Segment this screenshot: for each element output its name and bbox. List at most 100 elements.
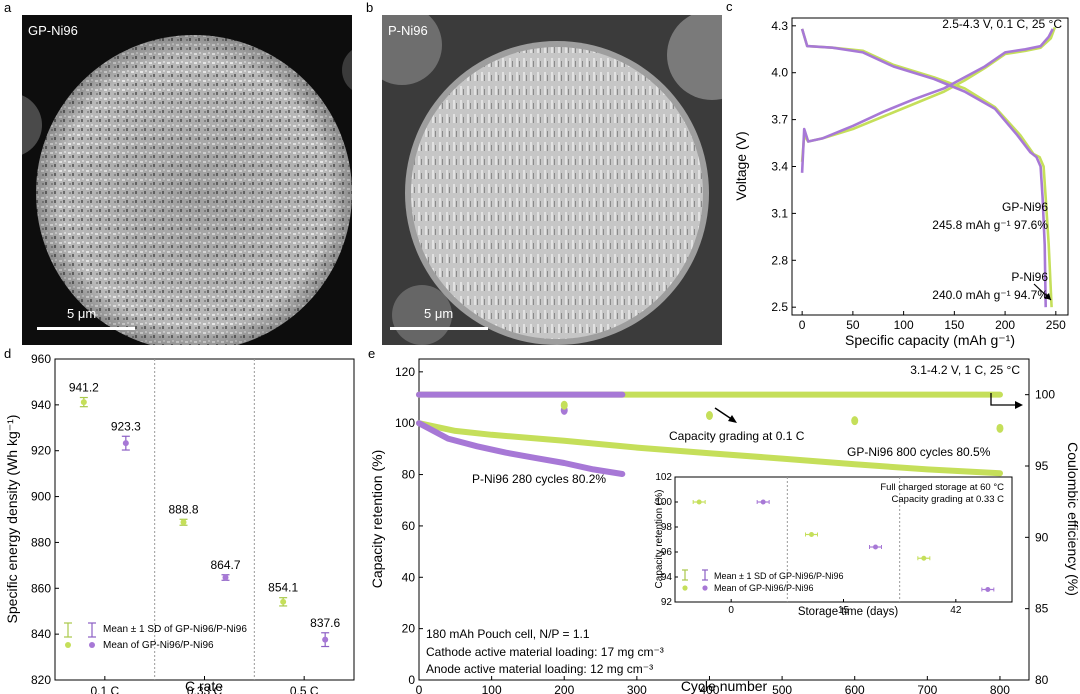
x-tick-label-d: 0.33 C xyxy=(187,684,223,694)
y-tick-label-e: 80 xyxy=(402,468,416,482)
energy-density-chart: d 820 840 860 880 900 920 940 960 0.1 C 0.33 C 0.5… xyxy=(4,346,355,694)
panel-b: b P-Ni96 5 μm xyxy=(362,0,722,345)
micrograph-gp-ni96-image xyxy=(22,15,352,345)
inset-data-point xyxy=(760,499,766,505)
y-tick-label-c: 2.8 xyxy=(771,253,788,267)
x-tick-label-d: 0.1 C xyxy=(90,684,119,694)
inset-data-point xyxy=(809,532,814,537)
p-ni96-discharge-curve xyxy=(800,28,1047,308)
micrograph-gp-ni96: GP-Ni96 5 μm xyxy=(22,15,352,345)
inset-y-tick-label: 102 xyxy=(655,472,672,483)
x-tick-label-c: 150 xyxy=(944,318,964,332)
data-point-d xyxy=(322,636,329,643)
micrograph-p-ni96-image xyxy=(382,15,722,345)
p-ni96-charge-curve xyxy=(800,28,1054,173)
annotation-p-ni96-e: P-Ni96 280 cycles 80.2% xyxy=(472,472,606,486)
data-label-d: 854.1 xyxy=(268,581,298,595)
storage-inset: 92 94 96 98 100 102 0 15 42 Full charged storage… xyxy=(654,472,1013,618)
panel-letter-a: a xyxy=(4,0,12,15)
y2-axis-title-e: Coulombic efficiency (%) xyxy=(1065,442,1080,596)
legend-d-sd: Mean ± 1 SD of GP-Ni96/P-Ni96 xyxy=(103,624,247,635)
inset-x-tick-label: 15 xyxy=(838,605,850,616)
y2-tick-label-e: 80 xyxy=(1035,673,1049,687)
y-tick-label-c: 4.0 xyxy=(771,66,788,80)
legend-inset-sd: Mean ± 1 SD of GP-Ni96/P-Ni96 xyxy=(714,571,844,581)
x-tick-label-e: 700 xyxy=(917,683,937,694)
micrograph-label-gp-ni96: GP-Ni96 xyxy=(28,23,78,38)
y-tick-label-e: 0 xyxy=(408,673,415,687)
x-tick-label-c: 250 xyxy=(1046,318,1066,332)
data-label-d: 864.7 xyxy=(210,558,240,572)
grading-point xyxy=(996,423,1004,433)
legend-inset-mean: Mean of GP-Ni96/P-Ni96 xyxy=(714,583,814,593)
y-tick-label-d: 900 xyxy=(31,490,51,504)
cycling-chart: e 0 100 200 300 400 500 600 700 8000204060801001… xyxy=(368,346,1080,694)
inset-data-point xyxy=(696,499,702,505)
inset-frame xyxy=(674,476,1013,603)
x-axis-title-d: C rate xyxy=(185,678,223,694)
data-point-d xyxy=(180,519,187,526)
data-point-d xyxy=(222,574,229,581)
x-tick-label-e: 600 xyxy=(845,683,865,694)
gp-ni96-discharge-curve xyxy=(800,28,1053,308)
panel-letter-d: d xyxy=(4,346,11,361)
p-ni96-retention-curve xyxy=(416,420,626,477)
y-tick-label-e: 40 xyxy=(402,570,416,584)
y-axis-title-e: Capacity retention (%) xyxy=(369,450,385,589)
panel-letter-c: c xyxy=(726,0,733,14)
y-tick-label-e: 60 xyxy=(402,519,416,533)
y-tick-label-d: 860 xyxy=(31,581,51,595)
y-tick-label-e: 120 xyxy=(395,365,415,379)
condition-label-e: 3.1-4.2 V, 1 C, 25 °C xyxy=(910,363,1020,377)
y-tick-label-d: 880 xyxy=(31,535,51,549)
annotation-p-ni96-capacity: 240.0 mAh g⁻¹ 94.7% xyxy=(932,288,1048,302)
y-tick-label-d: 960 xyxy=(31,352,51,366)
x-tick-label-e: 500 xyxy=(772,683,792,694)
panel-a: a G xyxy=(0,0,360,345)
annotation-gp-ni96-capacity: 245.8 mAh g⁻¹ 97.6% xyxy=(932,218,1048,232)
annotation-gp-ni96-e: GP-Ni96 800 cycles 80.5% xyxy=(847,445,991,459)
y-tick-label-d: 840 xyxy=(31,627,51,641)
y2-tick-label-e: 95 xyxy=(1035,459,1049,473)
condition-label-c: 2.5-4.3 V, 0.1 C, 25 °C xyxy=(942,17,1062,31)
inset-y-tick-label: 94 xyxy=(661,572,673,583)
scale-bar-label-b: 5 μm xyxy=(424,306,454,321)
inset-y-axis-title: Capacity retention (%) xyxy=(654,490,665,589)
x-tick-label-c: 50 xyxy=(846,318,860,332)
scale-bar-label-a: 5 μm xyxy=(67,306,97,321)
x-axis-title-c: Specific capacity (mAh g⁻¹) xyxy=(845,332,1015,348)
legend-d-mean: Mean of GP-Ni96/P-Ni96 xyxy=(103,640,214,651)
x-tick-label-e: 400 xyxy=(699,683,719,694)
inset-y-tick-label: 96 xyxy=(661,547,673,558)
info-line-3: Anode active material loading: 12 mg cm⁻… xyxy=(426,662,653,676)
info-line-1: 180 mAh Pouch cell, N/P = 1.1 xyxy=(426,627,590,641)
y-tick-label-e: 100 xyxy=(395,416,415,430)
panel-letter-e: e xyxy=(368,346,375,361)
inset-data-point xyxy=(873,544,878,550)
legend-inset: Mean ± 1 SD of GP-Ni96/P-Ni96 Mean of GP… xyxy=(682,569,844,593)
inset-x-tick-label: 0 xyxy=(728,605,734,616)
inset-x-tick-label: 42 xyxy=(950,605,962,616)
micrograph-label-p-ni96: P-Ni96 xyxy=(388,23,428,38)
y-tick-label-d: 820 xyxy=(31,673,51,687)
y-axis-title-c: Voltage (V) xyxy=(733,131,749,200)
y-axis-title-d: Specific energy density (Wh kg⁻¹) xyxy=(4,415,20,624)
annotation-arrowhead-c xyxy=(1044,293,1051,300)
plot-frame-e xyxy=(418,358,1030,681)
inset-data-point xyxy=(985,587,991,592)
data-point-d xyxy=(280,598,287,605)
x-tick-label-e: 100 xyxy=(482,683,502,694)
inset-y-tick-label: 92 xyxy=(661,597,673,608)
x-tick-label-e: 200 xyxy=(554,683,574,694)
x-tick-label-e: 300 xyxy=(627,683,647,694)
inset-y-tick-label: 98 xyxy=(661,522,673,533)
data-label-d: 888.8 xyxy=(168,502,198,516)
gp-ni96-retention-curve xyxy=(416,420,1003,477)
grading-point xyxy=(705,410,713,420)
y-tick-label-d: 920 xyxy=(31,444,51,458)
micrograph-p-ni96: P-Ni96 5 μm xyxy=(382,15,722,345)
y-tick-label-e: 20 xyxy=(402,622,416,636)
right-axis-arrow xyxy=(990,393,1023,409)
x-axis-title-e: Cycle number xyxy=(681,678,768,694)
inset-note-2: Capacity grading at 0.33 C xyxy=(892,494,1005,505)
